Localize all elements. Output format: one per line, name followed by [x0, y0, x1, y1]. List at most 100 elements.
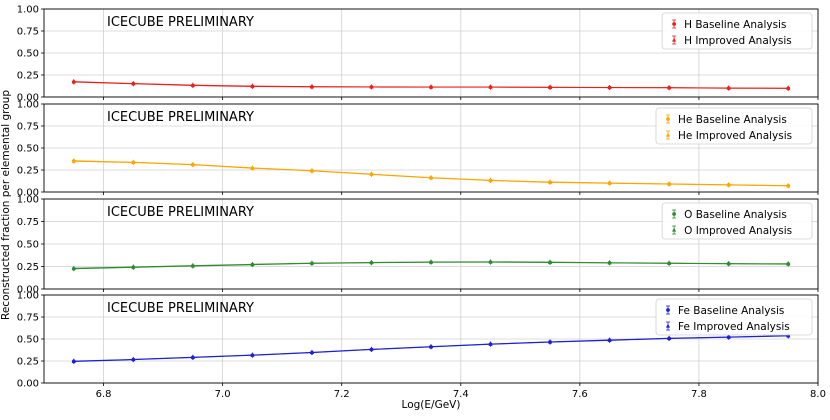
- data-point: [369, 346, 374, 351]
- y-tick-label: 0.25: [17, 357, 39, 368]
- x-tick-label: 7.0: [215, 389, 231, 400]
- panel-frame: [43, 8, 819, 98]
- data-point: [786, 261, 791, 266]
- y-tick-label: 0.25: [17, 262, 39, 273]
- data-point: [71, 158, 76, 163]
- x-tick-label: 6.8: [96, 389, 112, 400]
- panel-3: 0.00 0.25 0.50 0.75 1.00 ICECUBE PRELIMINARY O…: [17, 195, 819, 296]
- data-point: [71, 266, 76, 270]
- watermark-text: ICECUBE PRELIMINARY: [107, 301, 254, 316]
- legend-label: H Improved Analysis: [684, 35, 792, 47]
- legend-label: Fe Improved Analysis: [678, 321, 790, 333]
- data-point: [131, 357, 136, 362]
- legend-marker: [666, 117, 670, 121]
- legend-label: H Baseline Analysis: [684, 19, 786, 31]
- legend-label: Fe Baseline Analysis: [678, 305, 784, 317]
- legend-box: [661, 202, 813, 240]
- data-point: [607, 260, 612, 265]
- y-tick-label: 0.00: [17, 188, 39, 199]
- data-point: [667, 335, 672, 340]
- x-axis-label: Log(E/GeV): [402, 399, 461, 411]
- y-tick-label: 1.00: [17, 100, 39, 111]
- data-point: [131, 81, 136, 86]
- data-point: [547, 179, 553, 184]
- x-tick-label: 7.2: [334, 389, 350, 400]
- data-point: [369, 260, 374, 265]
- data-point: [667, 181, 672, 186]
- data-point: [250, 165, 255, 170]
- data-point: [786, 183, 791, 188]
- legend-marker: [672, 22, 676, 26]
- data-point: [190, 263, 195, 268]
- legend-label: He Improved Analysis: [678, 130, 792, 142]
- panel-frame: [43, 294, 819, 384]
- data-point: [71, 79, 76, 84]
- y-tick-label: 1.00: [17, 291, 39, 302]
- y-tick-label: 0.50: [17, 335, 39, 346]
- data-point: [250, 262, 255, 266]
- y-tick-label: 1.00: [17, 195, 39, 206]
- y-tick-label: 0.75: [17, 122, 39, 133]
- y-tick-label: 0.50: [17, 49, 39, 60]
- data-point: [488, 341, 493, 346]
- data-point: [607, 337, 612, 342]
- data-point: [309, 350, 315, 354]
- legend-label: O Improved Analysis: [684, 225, 792, 237]
- data-point: [369, 171, 374, 176]
- data-point: [547, 84, 553, 89]
- legend-marker: [665, 323, 671, 328]
- x-tick-label: 8.0: [810, 389, 826, 400]
- legend-box: [655, 107, 813, 145]
- x-tick-label: 7.4: [453, 389, 469, 400]
- data-point: [488, 177, 493, 182]
- y-tick-label: 0.75: [17, 217, 39, 228]
- series-line-he-baseline-analysis: [73, 160, 789, 187]
- legend-marker: [672, 212, 676, 216]
- panel-frame: [43, 103, 819, 193]
- data-point: [547, 259, 553, 264]
- data-point: [250, 83, 255, 88]
- y-tick-label: 0.00: [17, 285, 39, 296]
- data-point: [71, 358, 76, 363]
- panel-2: 0.00 0.25 0.50 0.75 1.00 ICECUBE PRELIMINARY H…: [17, 100, 819, 199]
- data-point: [131, 159, 136, 164]
- watermark-text: ICECUBE PRELIMINARY: [107, 110, 254, 125]
- legend-box: [661, 12, 813, 50]
- data-point: [309, 260, 315, 265]
- data-point: [726, 182, 731, 187]
- panel-frame: [43, 198, 819, 290]
- data-point: [190, 162, 195, 167]
- y-tick-label: 1.00: [17, 5, 39, 16]
- legend-marker: [672, 227, 677, 232]
- x-tick-label: 7.6: [572, 389, 588, 400]
- data-point: [190, 82, 195, 87]
- y-tick-label: 0.50: [17, 144, 39, 155]
- panel-1: 0.00 0.25 0.50 0.75 1.00 ICECUBE PRELIMINARY H…: [17, 5, 819, 104]
- data-point: [309, 84, 315, 89]
- data-point: [607, 180, 612, 185]
- data-point: [428, 175, 434, 180]
- x-tick-label: 7.8: [691, 389, 707, 400]
- y-tick-label: 0.25: [17, 71, 39, 82]
- data-point: [667, 85, 672, 90]
- data-point: [547, 339, 553, 344]
- data-point: [667, 260, 672, 265]
- data-point: [607, 85, 612, 90]
- watermark-text: ICECUBE PRELIMINARY: [107, 15, 254, 30]
- y-axis-label: Reconstructed fraction per elemental gro…: [0, 90, 12, 320]
- data-point: [309, 168, 315, 173]
- y-tick-label: 0.25: [17, 166, 39, 177]
- legend-box: [655, 298, 813, 336]
- legend-marker: [666, 308, 670, 312]
- y-tick-label: 0.00: [17, 93, 39, 104]
- y-tick-label: 0.75: [17, 313, 39, 324]
- watermark-text: ICECUBE PRELIMINARY: [107, 205, 254, 220]
- panel-4: 0.00 0.25 0.50 0.75 1.00 ICECUBE PRELIMINARY F…: [17, 291, 819, 390]
- legend-marker: [672, 37, 677, 42]
- data-point: [190, 354, 195, 359]
- data-point: [428, 259, 434, 264]
- legend-marker: [665, 132, 671, 137]
- data-point: [726, 85, 731, 90]
